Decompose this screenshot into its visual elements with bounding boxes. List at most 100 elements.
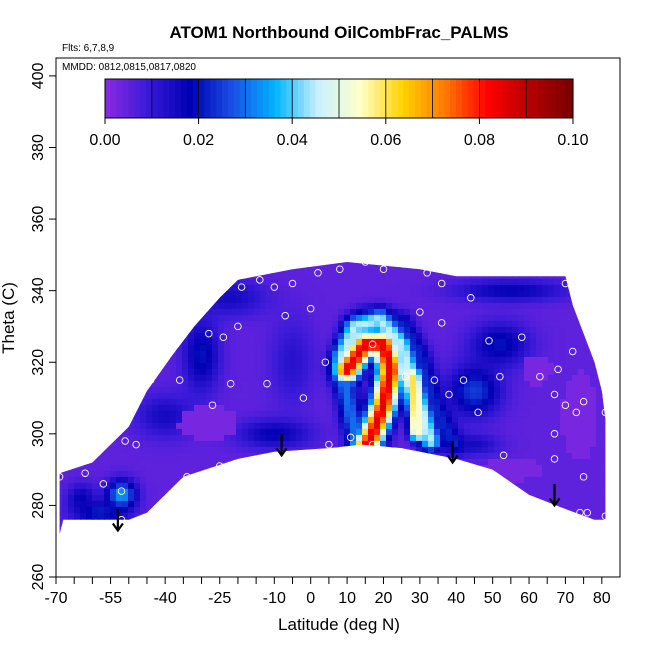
heatmap-cell [230, 308, 237, 316]
heatmap-cell [284, 434, 291, 442]
heatmap-cell [566, 356, 573, 364]
heatmap-cell [386, 255, 393, 262]
heatmap-cell [452, 380, 459, 388]
heatmap-cell [578, 368, 585, 376]
heatmap-cell [134, 255, 141, 262]
heatmap-cell [452, 344, 459, 352]
heatmap-cell [458, 537, 465, 544]
heatmap-cell [500, 262, 507, 268]
heatmap-cell [392, 404, 399, 412]
heatmap-cell [206, 272, 213, 280]
heatmap-cell [176, 452, 183, 460]
colorbar-segment [303, 79, 311, 118]
heatmap-cell [404, 392, 411, 400]
heatmap-cell [122, 278, 129, 286]
heatmap-cell [152, 434, 159, 442]
heatmap-cell [332, 326, 339, 334]
heatmap-cell [56, 255, 63, 262]
heatmap-cell [236, 284, 243, 292]
heatmap-cell [446, 530, 453, 534]
heatmap-cell [62, 272, 69, 280]
heatmap-cell [410, 428, 417, 436]
heatmap-cell [224, 476, 231, 484]
heatmap-cell [332, 380, 339, 388]
heatmap-cell [344, 524, 351, 532]
heatmap-cell [344, 338, 351, 346]
heatmap-cell [356, 392, 363, 400]
heatmap-cell [314, 326, 321, 334]
heatmap-cell [506, 350, 513, 358]
heatmap-cell [482, 266, 489, 274]
heatmap-cell [146, 338, 153, 346]
colorbar-segment [508, 79, 516, 118]
heatmap-cell [110, 338, 117, 346]
heatmap-cell [452, 284, 459, 292]
heatmap-cell [62, 255, 69, 262]
heatmap-cell [152, 290, 159, 298]
heatmap-cell [74, 344, 81, 352]
heatmap-cell [86, 392, 93, 400]
heatmap-cell [188, 262, 195, 268]
heatmap-cell [518, 446, 525, 454]
heatmap-cell [470, 320, 477, 328]
colorbar-segment [420, 79, 428, 118]
heatmap-cell [278, 262, 285, 268]
heatmap-cell [422, 470, 429, 478]
sample-point [183, 473, 191, 481]
heatmap-cell [512, 362, 519, 370]
heatmap-cell [152, 482, 159, 490]
colorbar-segment [251, 79, 258, 118]
heatmap-cell [482, 500, 489, 508]
heatmap-cell [332, 320, 339, 328]
heatmap-cell [494, 416, 501, 424]
heatmap-cell [194, 488, 201, 496]
heatmap-cell [374, 422, 381, 430]
heatmap-cell [380, 488, 387, 496]
heatmap-cell [362, 482, 369, 490]
heatmap-cell [404, 255, 411, 262]
heatmap-cell [146, 350, 153, 358]
heatmap-cell [194, 416, 201, 424]
heatmap-cell [122, 320, 129, 328]
heatmap-cell [140, 338, 147, 346]
heatmap-cell [332, 302, 339, 310]
heatmap-cell [380, 296, 387, 304]
heatmap-cell [59, 350, 63, 358]
heatmap-cell [428, 314, 435, 322]
heatmap-cell [314, 344, 321, 352]
heatmap-cell [584, 255, 591, 262]
heatmap-cell [254, 518, 261, 526]
heatmap-cell [512, 374, 519, 382]
heatmap-cell [602, 356, 606, 364]
heatmap-cell [470, 404, 477, 412]
colorbar-segment [344, 79, 352, 118]
heatmap-cell [410, 476, 417, 484]
heatmap-cell [260, 512, 267, 520]
heatmap-cell [332, 386, 339, 394]
heatmap-cell [74, 530, 81, 534]
heatmap-cell [134, 452, 141, 460]
heatmap-cell [266, 350, 273, 358]
heatmap-cell [158, 320, 165, 328]
heatmap-cell [200, 392, 207, 400]
heatmap-cell [272, 410, 279, 418]
heatmap-cell [326, 500, 333, 508]
heatmap-cell [194, 272, 201, 280]
heatmap-cell [176, 392, 183, 400]
heatmap-cell [86, 272, 93, 280]
heatmap-cell [332, 368, 339, 376]
heatmap-cell [308, 386, 315, 394]
heatmap-cell [296, 380, 303, 388]
heatmap-cell [104, 482, 111, 490]
sample-point [416, 308, 424, 316]
heatmap-cell [530, 464, 537, 472]
heatmap-cell [500, 344, 507, 352]
heatmap-cell [566, 494, 573, 502]
heatmap-cell [242, 476, 249, 484]
x-tick-label: -25 [208, 590, 231, 607]
heatmap-cell [458, 404, 465, 412]
heatmap-cell [524, 296, 531, 304]
heatmap-cell [332, 494, 339, 502]
heatmap-cell [320, 356, 327, 364]
heatmap-cell [290, 326, 297, 334]
